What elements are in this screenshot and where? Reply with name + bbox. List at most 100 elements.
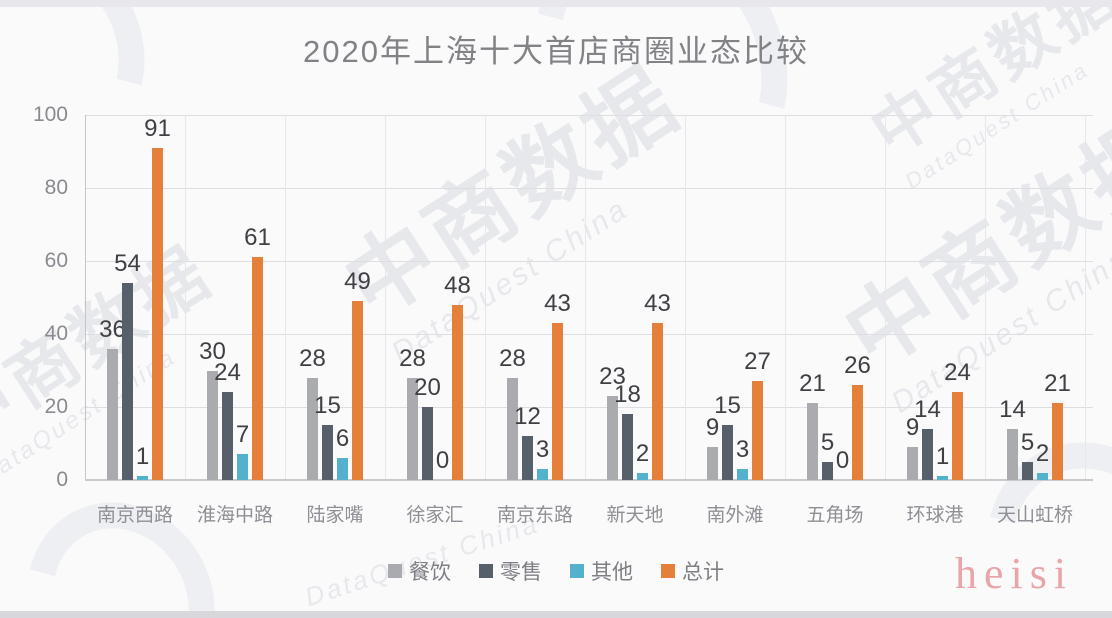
bar-零售-南外滩 [722, 425, 733, 480]
plot-area: 36 54 1 91 30 24 7 61 28 15 6 49 28 20 0 48 28 12 3 43 23 18 2… [85, 115, 1093, 481]
gridline-vertical [685, 115, 686, 480]
legend-item-其他: 其他 [570, 556, 633, 586]
bar-其他-环球港 [937, 476, 948, 480]
bar-group-天山虹桥: 14 5 2 21 [985, 115, 1085, 480]
gridline-vertical [885, 115, 886, 480]
y-tick-label: 100 [32, 103, 68, 126]
value-label: 12 [514, 403, 541, 431]
bar-餐饮-新天地 [607, 396, 618, 480]
y-tick-label: 80 [44, 176, 68, 199]
bar-餐饮-天山虹桥 [1007, 428, 1018, 480]
value-label: 91 [144, 114, 171, 142]
bar-零售-五角场 [822, 461, 833, 480]
bar-餐饮-南京西路 [107, 348, 118, 480]
bar-wrap: 49 [344, 270, 371, 480]
gridline-vertical [185, 115, 186, 480]
bar-零售-南京东路 [522, 436, 533, 480]
value-label: 5 [1020, 428, 1035, 456]
legend-swatch-icon [661, 564, 675, 578]
legend-label: 餐饮 [409, 561, 451, 584]
bar-餐饮-南外滩 [707, 447, 718, 480]
bar-其他-淮海中路 [237, 454, 248, 480]
gridline-vertical [585, 115, 586, 480]
bar-零售-天山虹桥 [1022, 461, 1033, 480]
bar-总计-天山虹桥 [1052, 403, 1063, 480]
bar-wrap: 9 [906, 416, 919, 480]
value-label: 21 [799, 370, 826, 398]
bar-wrap: 6 [336, 427, 349, 480]
value-label: 14 [914, 395, 941, 423]
value-label: 23 [599, 363, 626, 391]
category-label-新天地: 新天地 [606, 505, 664, 526]
bar-wrap: 9 [706, 416, 719, 480]
bar-wrap: 54 [114, 251, 141, 480]
bar-group-南外滩: 9 15 3 27 [685, 115, 785, 480]
category-label-南京东路: 南京东路 [496, 505, 573, 526]
value-label: 27 [744, 348, 771, 376]
bar-wrap: 2 [636, 441, 649, 480]
bar-wrap: 26 [844, 354, 871, 480]
value-label: 43 [644, 290, 671, 318]
bar-group-南京东路: 28 12 3 43 [485, 115, 585, 480]
bar-wrap: 1 [136, 445, 149, 480]
bar-group-五角场: 21 5 0 26 [785, 115, 885, 480]
bar-零售-南京西路 [122, 282, 133, 480]
value-label: 49 [344, 268, 371, 296]
bar-wrap: 14 [914, 397, 941, 480]
y-tick-label: 0 [56, 468, 68, 491]
gridline-horizontal [85, 188, 1093, 189]
bar-wrap: 15 [714, 394, 741, 480]
value-label: 15 [314, 392, 341, 420]
bar-零售-淮海中路 [222, 392, 233, 480]
value-label: 3 [735, 436, 750, 464]
category-label-陆家嘴: 陆家嘴 [306, 505, 364, 526]
bar-其他-南京西路 [137, 476, 148, 480]
bar-group-陆家嘴: 28 15 6 49 [285, 115, 385, 480]
bar-零售-徐家汇 [422, 407, 433, 480]
bar-总计-南京西路 [152, 147, 163, 480]
bar-wrap: 91 [144, 116, 171, 480]
bar-wrap: 27 [744, 350, 771, 480]
value-label: 54 [114, 249, 141, 277]
value-label: 24 [944, 359, 971, 387]
y-tick-label: 20 [44, 395, 68, 418]
value-label: 0 [435, 447, 450, 474]
y-axis-line [85, 115, 86, 480]
value-label: 21 [1044, 370, 1071, 398]
legend-label: 零售 [500, 561, 542, 584]
bar-wrap: 3 [736, 438, 749, 480]
legend-item-零售: 零售 [479, 556, 542, 586]
bottom-edge-band [0, 611, 1112, 618]
x-axis-line [85, 479, 1093, 481]
value-label: 2 [635, 439, 650, 467]
bar-wrap: 30 [199, 339, 226, 480]
category-label-徐家汇: 徐家汇 [406, 505, 464, 526]
bar-总计-徐家汇 [452, 304, 463, 480]
value-label: 9 [905, 414, 920, 442]
bar-wrap: 15 [314, 394, 341, 480]
gridline-vertical [785, 115, 786, 480]
bar-餐饮-五角场 [807, 403, 818, 480]
bar-餐饮-南京东路 [507, 377, 518, 480]
bar-餐饮-陆家嘴 [307, 377, 318, 480]
legend-label: 总计 [682, 561, 724, 584]
bar-其他-陆家嘴 [337, 458, 348, 480]
bar-其他-南京东路 [537, 469, 548, 480]
gridline-horizontal [85, 115, 1093, 116]
bar-其他-南外滩 [737, 469, 748, 480]
bar-wrap: 7 [236, 423, 249, 480]
bar-总计-淮海中路 [252, 257, 263, 480]
legend-item-总计: 总计 [661, 556, 724, 586]
category-label-南京西路: 南京西路 [96, 505, 173, 526]
bar-总计-陆家嘴 [352, 301, 363, 480]
bar-group-南京西路: 36 54 1 91 [85, 115, 185, 480]
bar-wrap: 43 [544, 292, 571, 480]
bar-wrap: 18 [614, 383, 641, 480]
gridline-vertical [385, 115, 386, 480]
value-label: 1 [935, 443, 950, 471]
category-label-天山虹桥: 天山虹桥 [996, 505, 1073, 526]
value-label: 28 [299, 344, 326, 372]
gridline-horizontal [85, 261, 1093, 262]
x-axis-labels: 南京西路 淮海中路 陆家嘴 徐家汇 南京东路 新天地 南外滩 五角场 环球港 天山虹桥 [85, 500, 1085, 527]
value-label: 43 [544, 290, 571, 318]
